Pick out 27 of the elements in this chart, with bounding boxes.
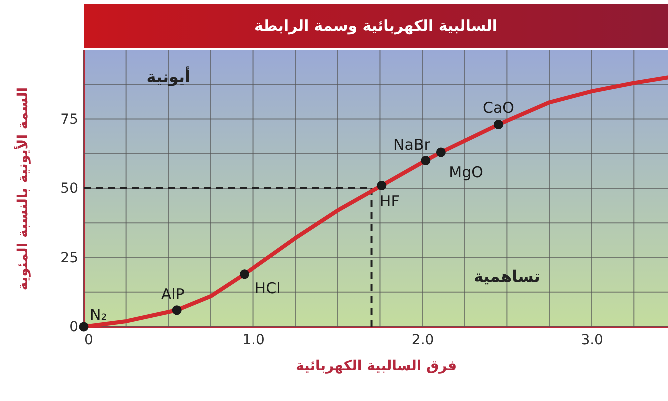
x-tick-label: 1.0	[242, 332, 265, 348]
y-axis-title: السمة الأيونية بالنسبة المئوية	[14, 87, 32, 291]
y-tick-label: 25	[60, 250, 78, 266]
annotation: N₂	[90, 306, 108, 324]
x-tick-label: 3.0	[581, 332, 604, 348]
x-tick-label: 2.0	[412, 332, 434, 348]
point	[172, 306, 182, 316]
annotation: CaO	[482, 98, 514, 117]
annotation: HF	[380, 192, 400, 211]
point	[436, 148, 446, 158]
point	[79, 322, 89, 332]
point	[240, 270, 250, 280]
chart-title: السالبية الكهربائية وسمة الرابطة	[84, 4, 668, 48]
y-tick-label: 75	[60, 112, 78, 128]
annotation: تساهمية	[474, 267, 540, 286]
annotation: AlP	[161, 285, 185, 304]
annotation: MgO	[449, 163, 484, 182]
x-tick-label: 0	[84, 332, 94, 348]
point	[421, 156, 431, 166]
point	[494, 120, 504, 130]
point	[377, 180, 387, 190]
x-axis-title: فرق السالبية الكهربائية	[296, 358, 457, 374]
y-tick-label: 0	[70, 320, 78, 336]
annotation: NaBr	[394, 136, 432, 154]
y-tick-label: 50	[60, 181, 78, 197]
annotation: أيونية	[146, 66, 191, 87]
annotation: HCl	[254, 279, 281, 298]
